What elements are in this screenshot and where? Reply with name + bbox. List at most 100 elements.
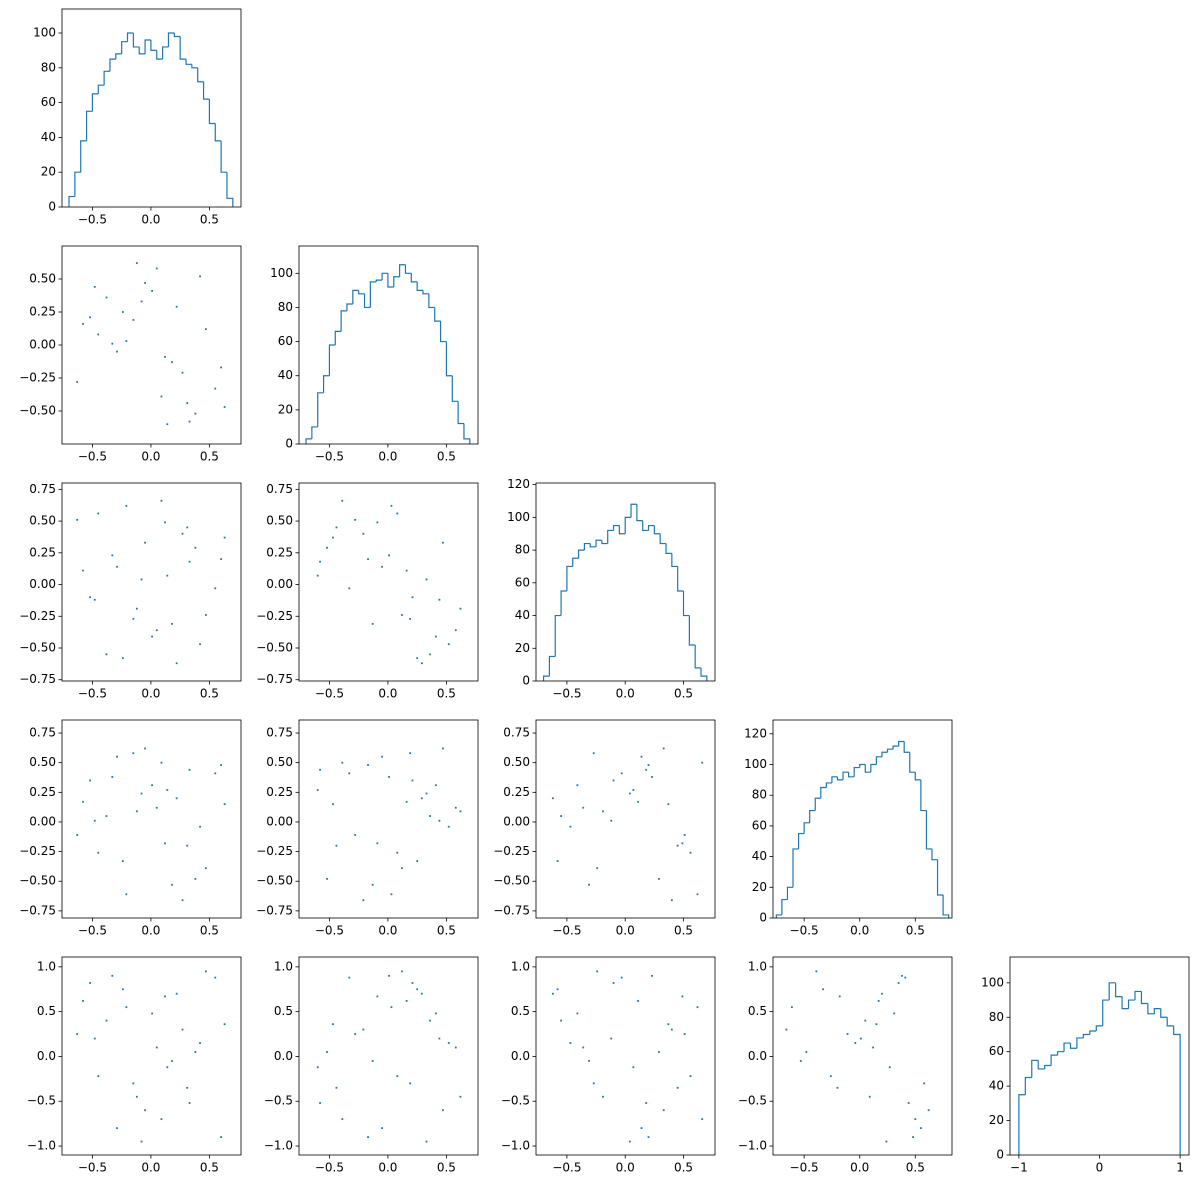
x-tick-label: 0.0	[378, 1161, 397, 1175]
histogram-step	[191, 64, 198, 69]
scatter-point	[220, 558, 223, 561]
scatter-point	[401, 867, 403, 870]
histogram-step	[881, 751, 888, 757]
scatter-point	[125, 1006, 128, 1009]
y-tick-label: 0.0	[274, 1049, 293, 1063]
scatter-point	[434, 635, 437, 638]
scatter-point	[144, 1109, 146, 1112]
histogram-step	[1037, 1060, 1045, 1070]
scatter-point	[836, 1086, 839, 1089]
histogram-step	[445, 341, 453, 377]
scatter-point	[651, 974, 653, 977]
histogram-step	[700, 667, 708, 681]
scatter-point	[602, 1095, 604, 1098]
scatter-point	[401, 614, 403, 616]
scatter-point	[125, 504, 128, 507]
scatter-point	[341, 499, 344, 502]
scatter-point	[381, 755, 383, 758]
histogram-step	[1166, 1017, 1174, 1027]
axes-frame	[535, 956, 716, 1156]
histogram-step	[1056, 1051, 1065, 1056]
y-tick-label: 20	[515, 641, 530, 655]
y-tick-label: −1.0	[738, 1139, 767, 1153]
y-tick-label: −0.50	[493, 874, 530, 888]
y-tick-label: 60	[515, 575, 530, 589]
x-tick-label: 0.0	[616, 924, 635, 938]
scatter-point	[560, 815, 562, 817]
histogram-step	[109, 58, 116, 72]
scatter-point	[82, 322, 84, 325]
axes-frame	[535, 482, 716, 682]
scatter-point	[859, 1037, 862, 1040]
scatter-point	[166, 789, 169, 791]
y-tick-label: 40	[41, 130, 56, 144]
scatter-point	[186, 1086, 189, 1089]
y-tick-label: 80	[41, 60, 56, 74]
histogram-step	[1173, 1025, 1181, 1155]
y-tick-label: 40	[989, 1079, 1004, 1093]
scatter-point	[151, 289, 153, 292]
histogram-step	[369, 281, 377, 308]
y-tick-label: 1.0	[37, 959, 56, 973]
scatter-point	[676, 844, 679, 847]
scatter-point	[223, 406, 226, 408]
scatter-point	[93, 598, 96, 601]
x-tick-label: 0.0	[378, 450, 397, 464]
scatter-point	[658, 1051, 660, 1053]
axes-frame	[298, 956, 479, 1156]
histogram-step	[220, 140, 227, 173]
histogram-step	[909, 752, 916, 773]
scatter-point	[588, 1060, 590, 1062]
scatter-point	[651, 776, 653, 778]
scatter-point	[376, 521, 379, 524]
axes-frame	[61, 8, 242, 208]
y-tick-label: 0.75	[266, 482, 293, 496]
scatter-point	[416, 988, 419, 991]
scatter-point	[89, 596, 91, 599]
scatter-point	[111, 776, 114, 778]
scatter-point	[610, 819, 613, 822]
panel: −0.5 0.0 0.5 −0.75 −0.50 −0.25 0.00 0.25 0.50 0.7…	[256, 719, 479, 938]
scatter-point	[640, 1127, 643, 1130]
scatter-point	[186, 526, 189, 529]
y-tick-label: 0	[48, 200, 56, 214]
scatter-point	[592, 1082, 595, 1085]
y-tick-label: −0.50	[256, 641, 293, 655]
histogram-step	[1121, 996, 1129, 1010]
y-tick-label: 0.5	[37, 1004, 56, 1018]
scatter-point	[135, 1095, 138, 1098]
histogram-step	[226, 172, 234, 207]
x-tick-label: −1	[1010, 1161, 1028, 1175]
scatter-point	[367, 558, 369, 561]
histogram-step	[1160, 1008, 1168, 1018]
y-tick-label: 120	[507, 477, 530, 491]
scatter-point	[628, 1140, 631, 1143]
scatter-point	[658, 877, 660, 880]
scatter-point	[151, 1012, 153, 1015]
scatter-point	[116, 755, 118, 758]
histogram-step	[809, 809, 816, 823]
histogram-step	[1082, 1033, 1090, 1038]
scatter-point	[144, 541, 146, 544]
scatter-point	[121, 988, 124, 991]
scatter-point	[105, 296, 108, 299]
scatter-point	[376, 842, 379, 845]
scatter-point	[868, 1095, 871, 1098]
y-tick-label: −0.75	[256, 672, 293, 686]
histogram-step	[925, 810, 932, 850]
histogram-step	[115, 53, 122, 60]
scatter-point	[335, 844, 338, 847]
scatter-point	[409, 617, 412, 620]
y-tick-label: −0.75	[19, 903, 56, 917]
scatter-point	[223, 536, 226, 539]
histogram-step	[1018, 1094, 1026, 1155]
histogram-step	[825, 782, 832, 788]
x-tick-label: 0.0	[378, 924, 397, 938]
histogram-step	[1140, 991, 1148, 1005]
scatter-point	[434, 1012, 437, 1015]
histogram-step	[156, 50, 163, 60]
scatter-point	[175, 305, 178, 308]
scatter-point	[556, 988, 559, 991]
histogram-step	[1108, 982, 1116, 1001]
histogram-step	[358, 290, 365, 295]
